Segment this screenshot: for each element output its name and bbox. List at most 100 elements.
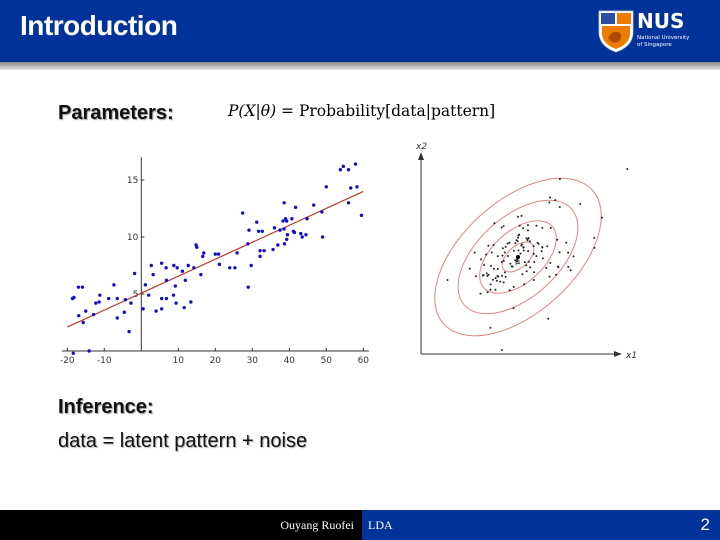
data-point <box>199 272 203 277</box>
data-point <box>71 351 75 355</box>
sample-point <box>516 215 519 218</box>
sample-point <box>546 245 549 248</box>
sample-point <box>533 260 536 263</box>
sample-point <box>501 247 504 250</box>
data-point <box>247 228 251 232</box>
data-point <box>256 229 261 233</box>
sample-point <box>494 288 497 291</box>
data-point <box>192 266 196 270</box>
x-tick-label: 30 <box>247 356 259 366</box>
sample-point <box>490 264 493 267</box>
sample-point <box>520 214 523 217</box>
data-point <box>147 293 151 297</box>
data-point <box>282 242 287 246</box>
data-point <box>359 213 364 218</box>
data-point <box>320 210 324 214</box>
data-point <box>304 233 308 237</box>
sample-point <box>558 205 561 208</box>
page-number: 2 <box>700 515 710 534</box>
x-tick-label: -20 <box>60 356 75 366</box>
data-point <box>292 230 297 235</box>
sample-point <box>548 196 551 199</box>
sample-point <box>495 279 498 282</box>
sample-point <box>532 279 535 282</box>
sample-point <box>526 229 529 232</box>
sample-point <box>525 237 528 240</box>
sample-point <box>521 273 524 276</box>
sample-point <box>593 246 596 249</box>
sample-point <box>485 253 488 256</box>
data-point <box>81 320 85 325</box>
sample-point <box>506 255 509 258</box>
sample-point <box>515 239 518 242</box>
data-point <box>182 305 186 310</box>
sample-point <box>540 250 543 253</box>
sample-point <box>489 288 492 291</box>
data-point <box>282 227 286 231</box>
data-point <box>346 168 351 172</box>
mean-label: μ <box>515 257 520 266</box>
data-point <box>258 254 262 259</box>
data-point <box>159 296 164 301</box>
sample-point <box>518 224 521 227</box>
sample-point <box>554 199 557 202</box>
data-point <box>202 251 206 255</box>
data-point <box>87 349 91 353</box>
data-point <box>76 285 81 289</box>
y-tick-label: 5 <box>133 290 139 300</box>
logo-subtitle-2: of Singapore <box>637 42 672 48</box>
data-point <box>312 203 316 207</box>
data-point <box>300 235 304 239</box>
data-point <box>164 278 169 283</box>
sample-point <box>557 266 560 269</box>
sample-point <box>479 292 482 295</box>
data-point <box>186 263 190 268</box>
data-point <box>115 296 119 301</box>
footer-author: Ouyang Ruofei <box>280 518 354 532</box>
data-point <box>246 285 250 289</box>
sample-point <box>474 275 477 278</box>
data-point <box>246 242 250 246</box>
sample-point <box>492 267 495 270</box>
sample-point <box>500 226 503 229</box>
sample-point <box>519 252 522 255</box>
sample-point <box>506 242 509 245</box>
sample-point <box>512 285 515 288</box>
data-point <box>281 219 285 223</box>
sample-point <box>535 255 538 258</box>
x-tick-label: 20 <box>210 356 222 366</box>
sample-point <box>490 251 493 254</box>
sample-point <box>593 236 596 239</box>
data-point <box>94 301 98 305</box>
sample-point <box>486 291 489 294</box>
x1-axis-label: x1 <box>625 351 637 361</box>
x1-axis-arrow-icon <box>614 351 622 357</box>
sample-point <box>525 270 528 273</box>
sample-point <box>491 278 494 281</box>
x2-axis-arrow-icon <box>418 152 424 160</box>
sample-point <box>527 237 530 240</box>
data-point <box>149 263 153 268</box>
sample-point <box>500 348 503 351</box>
sample-point <box>600 216 603 219</box>
footer-topic: LDA <box>368 518 393 532</box>
sample-point <box>487 273 490 276</box>
data-point <box>299 231 303 236</box>
data-point <box>159 261 164 265</box>
data-point <box>235 251 239 255</box>
sample-point <box>502 225 505 228</box>
data-point <box>107 296 111 301</box>
sample-point <box>518 233 521 236</box>
data-point <box>341 164 346 169</box>
sample-point <box>579 203 582 206</box>
data-point <box>349 186 353 190</box>
sample-point <box>489 326 492 329</box>
sample-point <box>446 278 449 281</box>
data-point <box>213 252 217 256</box>
sample-point <box>504 275 507 278</box>
sample-point <box>502 259 505 262</box>
slide-title: Introduction <box>20 10 178 41</box>
data-point <box>285 219 289 223</box>
sample-point <box>514 242 517 245</box>
data-point <box>320 235 325 239</box>
